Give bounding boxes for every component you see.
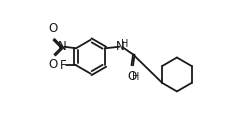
- Text: N: N: [116, 40, 125, 53]
- Text: H: H: [132, 72, 140, 82]
- Text: O: O: [128, 70, 137, 83]
- Text: F: F: [60, 59, 67, 72]
- Text: O: O: [48, 58, 58, 71]
- Text: H: H: [121, 39, 128, 49]
- Text: N: N: [58, 40, 66, 53]
- Text: O: O: [48, 22, 58, 35]
